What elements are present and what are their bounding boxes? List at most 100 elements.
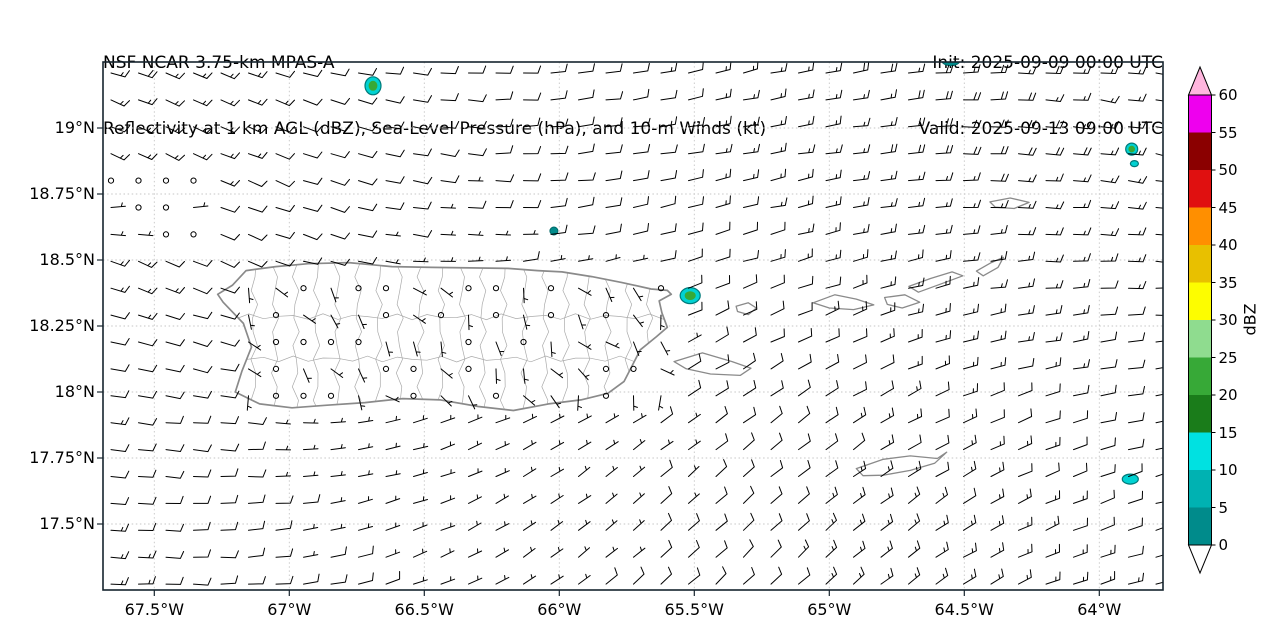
wind-barb [275,70,295,78]
wind-barb [440,576,456,585]
wind-barb [990,251,1008,262]
wind-barb [193,202,209,208]
wind-barb [1045,305,1063,316]
wind-barb [908,277,925,289]
wind-barb [990,409,1005,424]
wind-barb [468,575,483,585]
wind-barb [440,230,456,236]
municipal-line [271,262,279,411]
wind-barb [440,469,456,477]
wind-barb [385,341,393,357]
wind-barb [413,95,432,103]
wind-barb [743,432,755,451]
wind-barb [715,513,728,531]
wind-barb [523,574,537,585]
wind-barb [660,439,674,451]
wind-barb [1018,435,1033,451]
wind-barb [220,72,240,80]
wind-barb [138,576,156,585]
wind-barb [633,117,651,128]
wind-barb [1018,543,1033,558]
wind-barb [880,302,896,316]
wind-barb [330,497,346,504]
calm-wind-circle [135,177,142,184]
calm-wind-circle [107,177,115,184]
wind-barb [385,470,401,477]
wind-barb [1128,438,1145,451]
wind-barb [165,287,185,294]
wind-barb [330,523,346,531]
wind-barb [688,439,701,451]
wind-barb [880,354,895,370]
municipal-line [541,262,550,411]
wind-barb [743,567,755,585]
wind-barb [413,469,428,477]
wind-barb [825,249,842,262]
wind-barb [248,368,262,378]
wind-barb [908,513,921,531]
wind-barb [853,486,866,504]
wind-barb [1073,92,1092,101]
wind-barb [385,495,401,504]
coastline-vieques [673,352,752,377]
wind-barb [193,260,213,267]
wind-barb [138,522,157,531]
wind-barb [825,144,843,155]
wind-barb [413,443,429,451]
wind-barb [220,363,240,372]
wind-barb [770,353,784,370]
wind-barb [798,302,813,316]
wind-barb [1045,543,1060,558]
wind-barb [495,145,514,155]
wind-barb [908,224,926,235]
wind-barb [660,368,675,376]
wind-barb [303,98,323,106]
wind-barb [660,144,678,155]
wind-barb [440,522,456,531]
wind-barb [798,353,812,370]
wind-barb [495,493,509,504]
municipal-line [291,262,300,411]
wind-barb [1128,201,1147,210]
wind-barb [935,486,948,504]
wind-barb [358,230,378,238]
municipal-line [312,262,321,411]
wind-barb [110,285,130,293]
wind-barb [880,117,898,128]
wind-barb [880,513,894,531]
wind-barb [990,515,1005,531]
coastline-tortola [908,271,964,293]
wind-barb [633,413,647,424]
wind-barb [248,547,266,558]
wind-barb [1018,174,1037,183]
wind-barb [770,221,786,235]
wind-barb [633,492,645,504]
wind-barb [303,368,312,383]
wind-barb [303,314,316,324]
wind-barb [220,468,239,477]
wind-barb [825,486,838,504]
wind-barb [413,67,432,76]
wind-barb [165,72,185,80]
wind-barb [1100,571,1116,585]
wind-barb [1128,412,1145,424]
wind-barb [248,98,268,106]
wind-barb [880,434,895,451]
wind-barb [303,471,319,477]
wind-barb [908,89,925,101]
wind-barb [605,223,622,235]
wind-barb [660,341,671,356]
wind-barb [358,314,367,329]
x-tick-label: 64°W [1077,600,1122,619]
wind-barb [138,443,157,452]
wind-barb [880,198,898,208]
wind-barb [770,380,784,397]
wind-barb [495,414,511,424]
wind-barb [963,225,981,235]
wind-barb [935,90,953,101]
wind-barb [853,223,870,235]
wind-barb [1018,488,1032,504]
wind-barb [165,495,184,504]
wind-barb [633,519,645,531]
wind-barb [1018,278,1035,289]
